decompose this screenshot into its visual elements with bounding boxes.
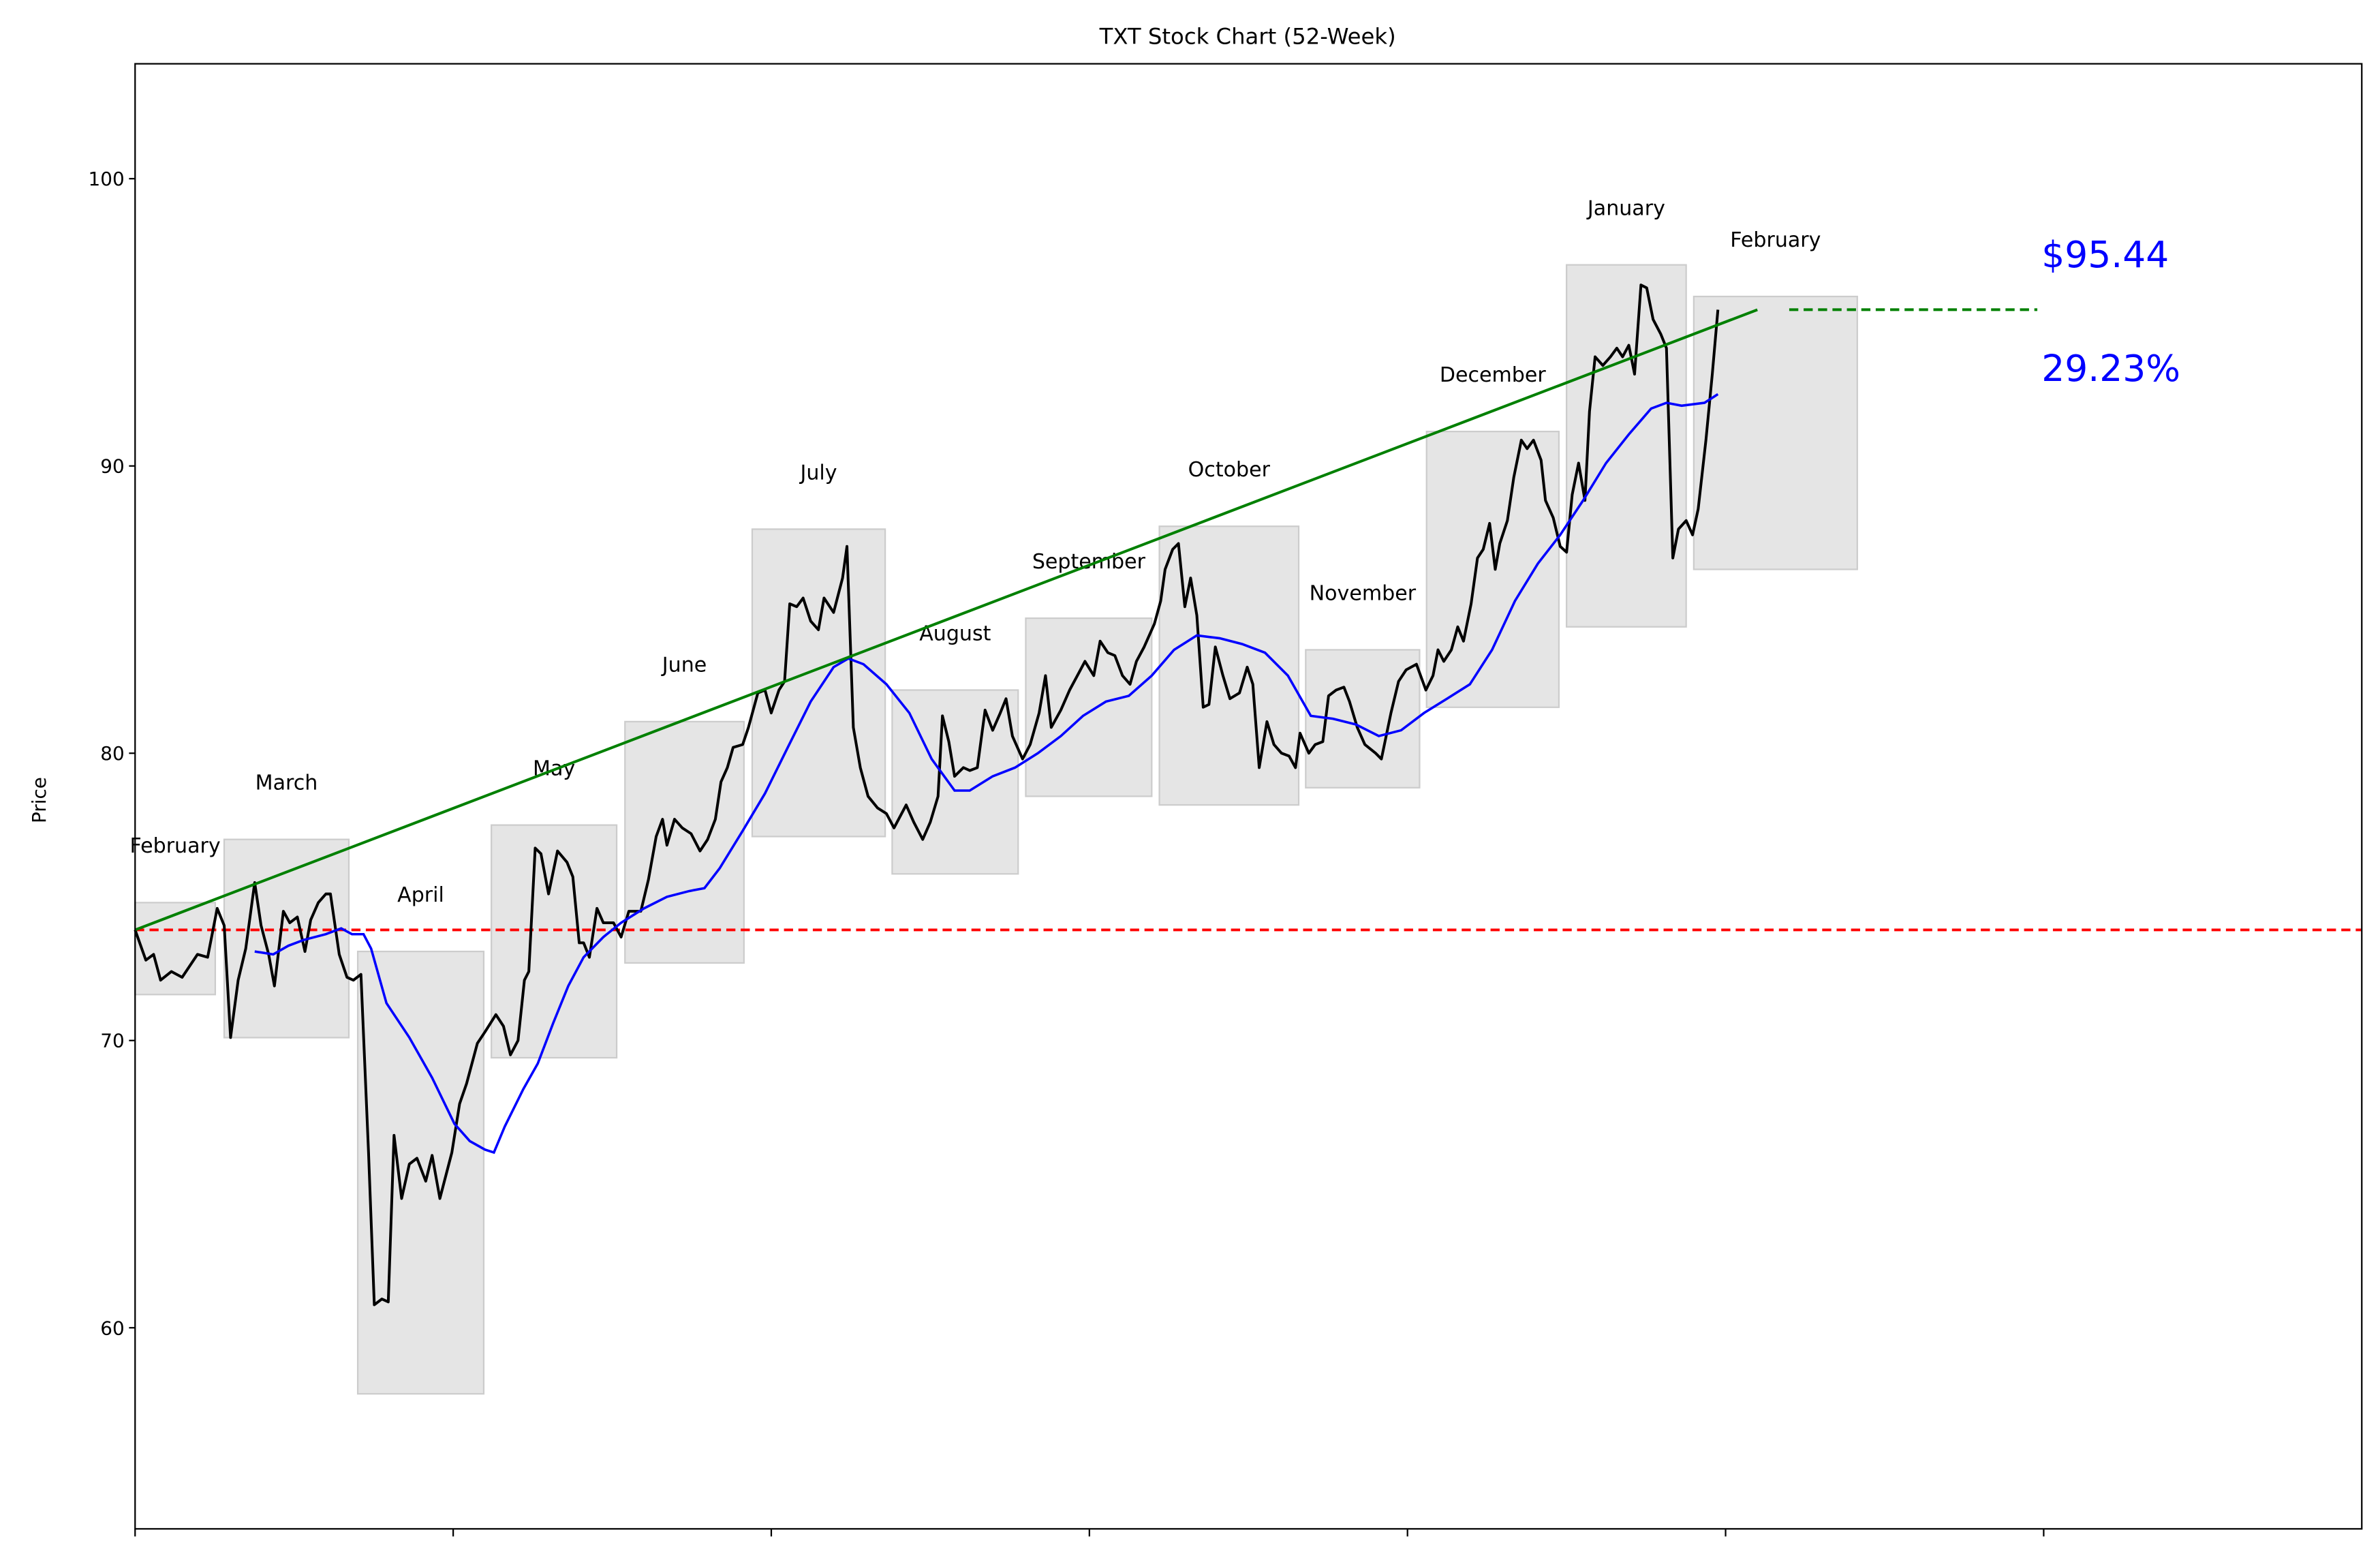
month-box xyxy=(1425,431,1560,708)
moving-average-line xyxy=(254,393,1719,1154)
month-label: June xyxy=(661,654,707,677)
month-label: March xyxy=(256,771,318,795)
y-tick-label: 60 xyxy=(100,1317,124,1339)
month-box xyxy=(1305,649,1421,789)
y-axis: 60 70 80 90 100 xyxy=(89,168,136,1339)
y-tick-label: 100 xyxy=(89,168,125,190)
y-axis-label: Price xyxy=(28,777,50,823)
month-label: January xyxy=(1586,196,1665,220)
month-box xyxy=(624,720,745,964)
month-box xyxy=(356,950,485,1395)
month-label: October xyxy=(1188,458,1271,482)
trend-line xyxy=(134,308,1758,932)
month-label: April xyxy=(397,883,444,907)
month-label: July xyxy=(799,461,837,485)
month-label: December xyxy=(1440,363,1547,387)
price-line xyxy=(134,284,1720,1306)
month-label: November xyxy=(1310,581,1417,605)
month-labels: FebruaryMarchAprilMayJuneJulyAugustSepte… xyxy=(129,196,1821,906)
month-box xyxy=(751,528,886,838)
percent-change-annotation: 29.23% xyxy=(2041,347,2180,390)
series-lines xyxy=(134,284,2362,1306)
y-tick-label: 70 xyxy=(100,1030,124,1052)
month-label: February xyxy=(129,834,220,858)
plot-frame xyxy=(134,63,2363,1530)
current-price-annotation: $95.44 xyxy=(2041,233,2169,276)
chart-title: TXT Stock Chart (52-Week) xyxy=(1099,24,1396,50)
month-box xyxy=(223,838,350,1039)
y-tick-label: 90 xyxy=(100,455,124,478)
month-box xyxy=(1025,617,1153,797)
y-tick-label: 80 xyxy=(100,742,124,765)
x-axis xyxy=(134,1529,2045,1537)
month-box xyxy=(1693,295,1858,570)
month-label: September xyxy=(1032,550,1146,574)
month-label: February xyxy=(1730,228,1821,252)
month-box xyxy=(134,902,217,996)
